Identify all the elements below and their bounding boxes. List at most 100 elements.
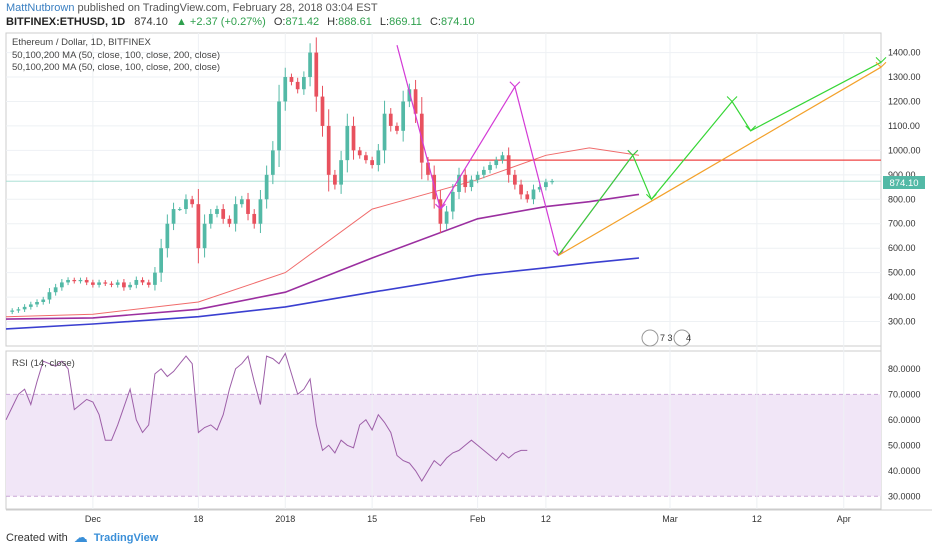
candle-body [35,301,39,305]
badge-count-2: 4 [686,333,691,343]
candle-body [190,199,195,205]
open-label: O: [273,16,286,28]
candle-body [72,279,77,282]
candle-body [370,160,374,166]
rsi-tick-label: 60.0000 [888,415,921,425]
change-text: ▲ +2.37 (+0.27%) [175,16,266,28]
candle-body [488,165,492,170]
ma50-line [5,147,640,318]
rsi-band [6,394,881,497]
time-tick-label: 12 [752,514,762,524]
price-tick-label: 1100.00 [888,121,920,131]
candle-body [202,223,207,249]
candle-body [302,77,306,90]
time-tick-label: 15 [367,514,377,524]
trend-line-magenta [514,86,559,256]
candle-body [134,279,139,285]
price-tick-label: 400.00 [888,292,916,302]
candle-body [66,279,70,283]
candle-body [140,279,145,283]
ma200-line [5,257,640,330]
candle-body [289,77,294,82]
candle-body [388,113,393,126]
trend-arrowhead [646,193,657,201]
time-tick-label: 2018 [275,514,295,524]
event-badges[interactable]: 7 3 4 [641,329,691,347]
candle-body [128,284,132,288]
time-tick-label: Feb [470,514,486,524]
candle-body [28,304,33,307]
candle-body [47,292,52,300]
last-price: 874.10 [134,16,168,28]
candle-body [407,89,412,102]
author-link[interactable]: MattNutbrown [6,2,75,14]
trend-arrowhead [875,56,887,64]
low-label: L: [379,16,390,28]
candle-body [115,282,120,285]
candle-body [475,174,480,180]
trend-line-magenta [439,86,516,210]
candle-body [320,96,325,126]
candle-body [10,310,15,312]
publish-info: MattNutbrown published on TradingView.co… [6,2,378,14]
candle-body [84,279,89,283]
price-tick-label: 800.00 [888,194,916,204]
candle-body [264,174,269,200]
symbol-bar: BITFINEX:ETHUSD, 1D 874.10 ▲ +2.37 (+0.2… [6,16,475,28]
candle-body [544,182,548,188]
candle-body [227,218,232,224]
close-label: C: [429,16,441,28]
candle-body [109,283,114,285]
candle-body [463,174,468,188]
candle-body [326,125,331,175]
candle-body [494,160,499,166]
high-label: H: [327,16,339,28]
legend-ma-2: 50,100,200 MA (50, close, 100, close, 20… [12,62,220,73]
price-marker [883,176,925,189]
candle-body [357,150,362,156]
legend-rsi: RSI (14, close) [12,358,75,369]
rsi-tick-label: 40.0000 [888,466,921,476]
candle-body [513,174,517,185]
rsi-line [5,352,528,482]
candle-body [438,199,443,224]
candle-body [283,77,288,102]
candle-body [239,199,244,205]
candle-body [525,194,530,200]
candle-body [333,174,337,185]
trend-arrowhead [509,81,521,88]
candle-body [364,155,368,161]
time-tick-label: Mar [662,514,678,524]
candle-body [469,179,474,188]
candle-body [208,213,213,224]
candle-body [252,213,257,224]
candle-body [444,211,449,224]
candle-body [277,101,281,151]
candle-body [159,248,164,273]
price-tick-label: 600.00 [888,243,916,253]
candle-body [457,174,461,192]
candle-body [91,282,95,285]
rsi-tick-label: 80.0000 [888,364,921,374]
candle-body [339,160,343,185]
candle-body [382,113,387,151]
candle-body [53,287,58,293]
symbol-label: BITFINEX:ETHUSD, 1D [6,16,126,28]
up-arrow-icon: ▲ [175,16,187,28]
candle-body [550,181,554,183]
rsi-tick-label: 30.0000 [888,491,921,501]
candle-body [221,209,226,219]
candle-body [97,282,101,285]
legend-title: Ethereum / Dollar, 1D, BITFINEX [12,37,152,48]
price-tick-label: 500.00 [888,268,916,278]
trend-arrowhead [726,96,738,103]
candle-body [401,101,406,131]
tradingview-logo-icon: ☁ [73,529,88,545]
candle-body [345,125,350,161]
candle-body [314,52,319,97]
candle-body [351,125,356,151]
tradingview-brand[interactable]: TradingView [93,531,159,544]
candle-body [500,155,505,161]
legend-ma-1: 50,100,200 MA (50, close, 100, close, 20… [12,50,220,61]
